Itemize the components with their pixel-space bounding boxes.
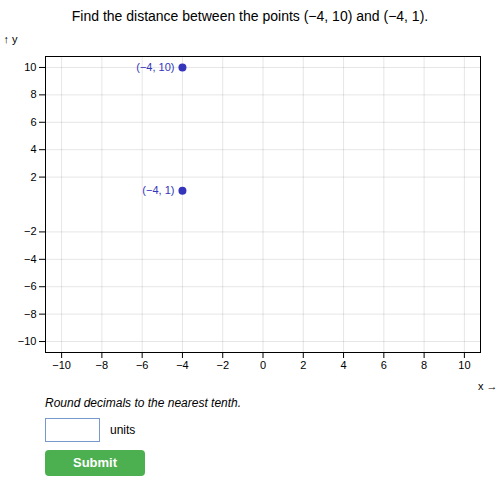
- html-text:Round decimals to the nearest: Round decimals to the nearest tenth.: [45, 396, 242, 410]
- svg-text:6: 6: [381, 359, 387, 371]
- svg-text:10: 10: [24, 61, 36, 73]
- html-text:units: units: [110, 423, 136, 437]
- svg-text:4: 4: [30, 143, 36, 155]
- svg-text:−8: −8: [96, 359, 109, 371]
- svg-text:(−4, 10): (−4, 10): [136, 61, 174, 73]
- svg-text:−6: −6: [24, 280, 37, 292]
- html-text:Submit: Submit: [73, 455, 117, 470]
- svg-text:−10: −10: [18, 335, 37, 347]
- svg-text:2: 2: [30, 171, 36, 183]
- svg-text:−6: −6: [136, 359, 149, 371]
- svg-text:−2: −2: [216, 359, 229, 371]
- svg-text:(−4, 1): (−4, 1): [142, 184, 174, 196]
- svg-text:6: 6: [30, 116, 36, 128]
- svg-text:8: 8: [30, 88, 36, 100]
- svg-text:−8: −8: [24, 308, 37, 320]
- svg-text:−4: −4: [24, 253, 37, 265]
- svg-text:−10: −10: [52, 359, 71, 371]
- html-text:Find the distance between the: Find the distance between the points (−4…: [71, 8, 429, 24]
- svg-text:0: 0: [260, 359, 266, 371]
- svg-text:2: 2: [300, 359, 306, 371]
- svg-text:8: 8: [421, 359, 427, 371]
- svg-text:4: 4: [340, 359, 346, 371]
- svg-text:x →: x →: [478, 380, 498, 392]
- svg-text:−4: −4: [176, 359, 189, 371]
- svg-text:10: 10: [458, 359, 470, 371]
- svg-text:↑ y: ↑ y: [4, 33, 19, 45]
- svg-text:−2: −2: [24, 225, 37, 237]
